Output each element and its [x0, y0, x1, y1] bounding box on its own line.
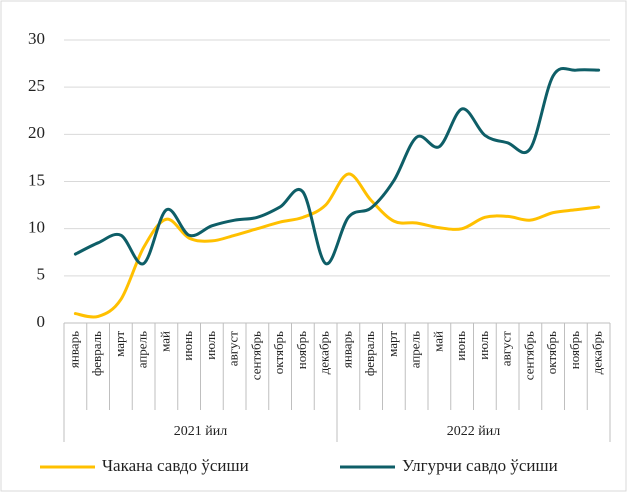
x-tick-label: октябрь: [271, 331, 286, 374]
y-tick-label: 0: [37, 312, 46, 331]
x-tick-label: март: [385, 331, 400, 357]
x-tick-label: июнь: [453, 331, 468, 361]
x-tick-label: январь: [66, 331, 81, 368]
y-tick-label: 25: [28, 76, 45, 95]
x-tick-label: декабрь: [590, 331, 605, 374]
x-tick-label: июнь: [180, 331, 195, 361]
legend-item: Чакана савдо ўсиши: [40, 456, 249, 475]
legend-item: Улгурчи савдо ўсиши: [340, 456, 558, 475]
x-tick-label: сентябрь: [521, 331, 536, 380]
y-tick-label: 15: [28, 170, 45, 189]
y-tick-label: 20: [28, 123, 45, 142]
series-line: [73, 172, 601, 319]
x-tick-label: июль: [203, 331, 218, 360]
x-tick-label: май: [430, 331, 445, 352]
y-tick-label: 5: [37, 265, 46, 284]
y-tick-label: 10: [28, 218, 45, 237]
legend-label: Улгурчи савдо ўсиши: [402, 456, 558, 475]
group-label: 2021 йил: [174, 424, 227, 439]
x-tick-label: февраль: [362, 331, 377, 376]
x-tick-label: ноябрь: [567, 331, 582, 369]
x-tick-label: май: [157, 331, 172, 352]
x-tick-label: сентябрь: [248, 331, 263, 380]
group-label: 2022 йил: [447, 424, 500, 439]
x-tick-label: апрель: [135, 331, 150, 368]
legend-label: Чакана савдо ўсиши: [102, 456, 249, 475]
x-tick-label: июль: [476, 331, 491, 360]
x-tick-label: апрель: [408, 331, 423, 368]
x-tick-label: август: [499, 331, 514, 367]
x-tick-label: декабрь: [317, 331, 332, 374]
x-tick-label: январь: [339, 331, 354, 368]
x-tick-label: октябрь: [544, 331, 559, 374]
y-tick-label: 30: [28, 29, 45, 48]
x-tick-label: февраль: [89, 331, 104, 376]
x-tick-label: ноябрь: [294, 331, 309, 369]
series-line: [73, 66, 601, 266]
x-tick-label: март: [112, 331, 127, 357]
x-tick-label: август: [226, 331, 241, 367]
